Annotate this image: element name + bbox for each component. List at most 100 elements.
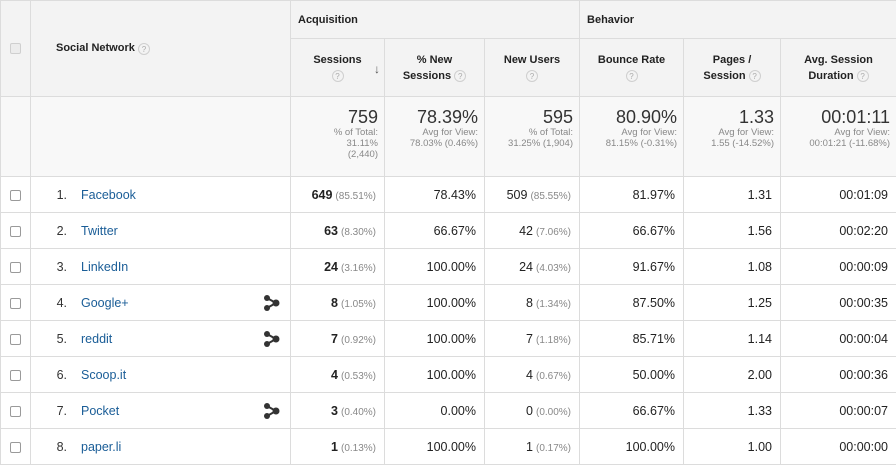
help-icon[interactable]: ? bbox=[748, 69, 761, 82]
pages-cell: 1.56 bbox=[683, 212, 782, 249]
new-users-cell: 42 (7.06%) bbox=[483, 212, 581, 249]
sort-descending-icon[interactable]: ↓ bbox=[374, 62, 380, 76]
duration-total: 00:01:11 Avg for View: 00:01:21 (-11.68%… bbox=[780, 96, 896, 177]
row-checkbox[interactable] bbox=[10, 405, 21, 417]
network-link[interactable]: LinkedIn bbox=[81, 259, 129, 274]
new-users-pct: (1.18%) bbox=[536, 334, 572, 346]
new-users-total: 595 % of Total: 31.25% (1,904) bbox=[483, 96, 581, 177]
row-checkbox-cell[interactable] bbox=[0, 248, 31, 285]
network-cell: 8. paper.li bbox=[30, 428, 291, 465]
row-checkbox[interactable] bbox=[10, 261, 21, 273]
sessions-value: 3 bbox=[331, 403, 338, 418]
new-users-pct: (1.34%) bbox=[536, 298, 572, 310]
help-icon[interactable]: ? bbox=[454, 69, 467, 82]
sessions-value: 63 bbox=[324, 223, 338, 238]
select-all-cell[interactable] bbox=[0, 0, 31, 97]
bounce-total-value: 80.90% bbox=[615, 107, 678, 127]
new-users-cell: 1 (0.17%) bbox=[483, 428, 581, 465]
row-checkbox-cell[interactable] bbox=[0, 176, 31, 213]
behavior-group-header: Behavior bbox=[579, 0, 896, 39]
sessions-cell: 4 (0.53%) bbox=[290, 356, 385, 393]
pages-per-session-header[interactable]: Pages / Session ? bbox=[683, 38, 782, 97]
network-link[interactable]: Facebook bbox=[81, 187, 136, 202]
network-link[interactable]: Twitter bbox=[81, 223, 118, 238]
new-users-value: 7 bbox=[526, 331, 533, 346]
duration-cell: 00:02:20 bbox=[780, 212, 896, 249]
social-network-header[interactable]: Social Network ? bbox=[30, 0, 291, 97]
row-checkbox-cell[interactable] bbox=[0, 392, 31, 429]
help-icon[interactable]: ? bbox=[856, 69, 869, 82]
bounce-rate-header[interactable]: Bounce Rate ? bbox=[579, 38, 685, 97]
duration-cell: 00:00:00 bbox=[780, 428, 896, 465]
pct-new-cell: 66.67% bbox=[384, 212, 485, 249]
help-icon[interactable]: ? bbox=[526, 69, 538, 82]
bounce-cell: 66.67% bbox=[579, 212, 685, 249]
row-checkbox[interactable] bbox=[10, 189, 21, 201]
new-users-header-label: New Users bbox=[503, 53, 561, 66]
pages-cell: 1.25 bbox=[683, 284, 782, 321]
new-users-cell: 509 (85.55%) bbox=[483, 176, 581, 213]
duration-total-avg: 00:01:21 (-11.68%) bbox=[809, 138, 891, 149]
duration-cell: 00:00:07 bbox=[780, 392, 896, 429]
network-cell: 2. Twitter bbox=[30, 212, 291, 249]
bounce-total-avg: 81.15% (-0.31%) bbox=[605, 138, 678, 149]
new-users-value: 4 bbox=[526, 367, 533, 382]
avg-session-duration-header[interactable]: Avg. Session Duration ? bbox=[780, 38, 896, 97]
network-link[interactable]: Pocket bbox=[81, 403, 120, 418]
bounce-total: 80.90% Avg for View: 81.15% (-0.31%) bbox=[579, 96, 685, 177]
sessions-pct: (0.92%) bbox=[340, 334, 376, 346]
sessions-header-label: Sessions bbox=[313, 53, 362, 66]
row-checkbox-cell[interactable] bbox=[0, 284, 31, 321]
table-body: 1. Facebook 649 (85.51%) 78.43% 509 (85.55%… bbox=[0, 176, 896, 465]
help-icon[interactable]: ? bbox=[331, 69, 344, 82]
row-checkbox-cell[interactable] bbox=[0, 320, 31, 357]
row-index: 3. bbox=[56, 259, 67, 274]
row-checkbox[interactable] bbox=[10, 297, 21, 309]
avg-session-duration-label-1: Avg. Session bbox=[804, 53, 873, 66]
pages-cell: 1.33 bbox=[683, 392, 782, 429]
network-cell: 1. Facebook bbox=[30, 176, 291, 213]
row-checkbox[interactable] bbox=[10, 369, 21, 381]
pages-total: 1.33 Avg for View: 1.55 (-14.52%) bbox=[683, 96, 782, 177]
column-header-row: Sessions ? ↓ % New Sessions ? New Users … bbox=[1, 38, 896, 97]
new-users-pct: (85.55%) bbox=[530, 190, 572, 202]
sessions-cell: 3 (0.40%) bbox=[290, 392, 385, 429]
row-checkbox-cell[interactable] bbox=[0, 428, 31, 465]
new-users-cell: 8 (1.34%) bbox=[483, 284, 581, 321]
sessions-total-label: % of Total: bbox=[333, 127, 378, 138]
pct-new-total-value: 78.39% bbox=[416, 107, 478, 127]
pct-new-cell: 100.00% bbox=[384, 356, 485, 393]
new-users-cell: 0 (0.00%) bbox=[483, 392, 581, 429]
sessions-value: 8 bbox=[331, 295, 338, 310]
help-icon[interactable]: ? bbox=[625, 69, 638, 82]
pages-total-avg: 1.55 (-14.52%) bbox=[711, 138, 775, 149]
sessions-value: 7 bbox=[331, 331, 338, 346]
pct-new-cell: 100.00% bbox=[384, 284, 485, 321]
row-checkbox-cell[interactable] bbox=[0, 356, 31, 393]
select-all-checkbox[interactable] bbox=[10, 43, 21, 55]
network-link[interactable]: reddit bbox=[81, 331, 113, 346]
sessions-pct: (0.40%) bbox=[340, 406, 376, 418]
pct-new-cell: 100.00% bbox=[384, 428, 485, 465]
row-checkbox[interactable] bbox=[10, 333, 21, 345]
row-checkbox-cell[interactable] bbox=[0, 212, 31, 249]
pages-cell: 2.00 bbox=[683, 356, 782, 393]
sessions-pct: (3.16%) bbox=[340, 262, 376, 274]
pct-new-sessions-header[interactable]: % New Sessions ? bbox=[384, 38, 485, 97]
row-checkbox[interactable] bbox=[10, 441, 21, 453]
sessions-pct: (0.53%) bbox=[340, 370, 376, 382]
row-index: 2. bbox=[56, 223, 67, 238]
network-cell: 7. Pocket bbox=[30, 392, 291, 429]
new-users-header[interactable]: New Users ? bbox=[483, 38, 581, 97]
pages-total-value: 1.33 bbox=[738, 107, 775, 127]
sessions-pct: (8.30%) bbox=[340, 226, 376, 238]
row-checkbox[interactable] bbox=[10, 225, 21, 237]
totals-row: 759 % of Total: 31.11% (2,440) 78.39% Av… bbox=[0, 96, 896, 177]
pages-cell: 1.31 bbox=[683, 176, 782, 213]
network-link[interactable]: Google+ bbox=[81, 295, 129, 310]
sessions-header[interactable]: Sessions ? ↓ bbox=[290, 38, 385, 97]
network-link[interactable]: paper.li bbox=[81, 439, 122, 454]
help-icon[interactable]: ? bbox=[137, 42, 150, 55]
network-link[interactable]: Scoop.it bbox=[81, 367, 127, 382]
